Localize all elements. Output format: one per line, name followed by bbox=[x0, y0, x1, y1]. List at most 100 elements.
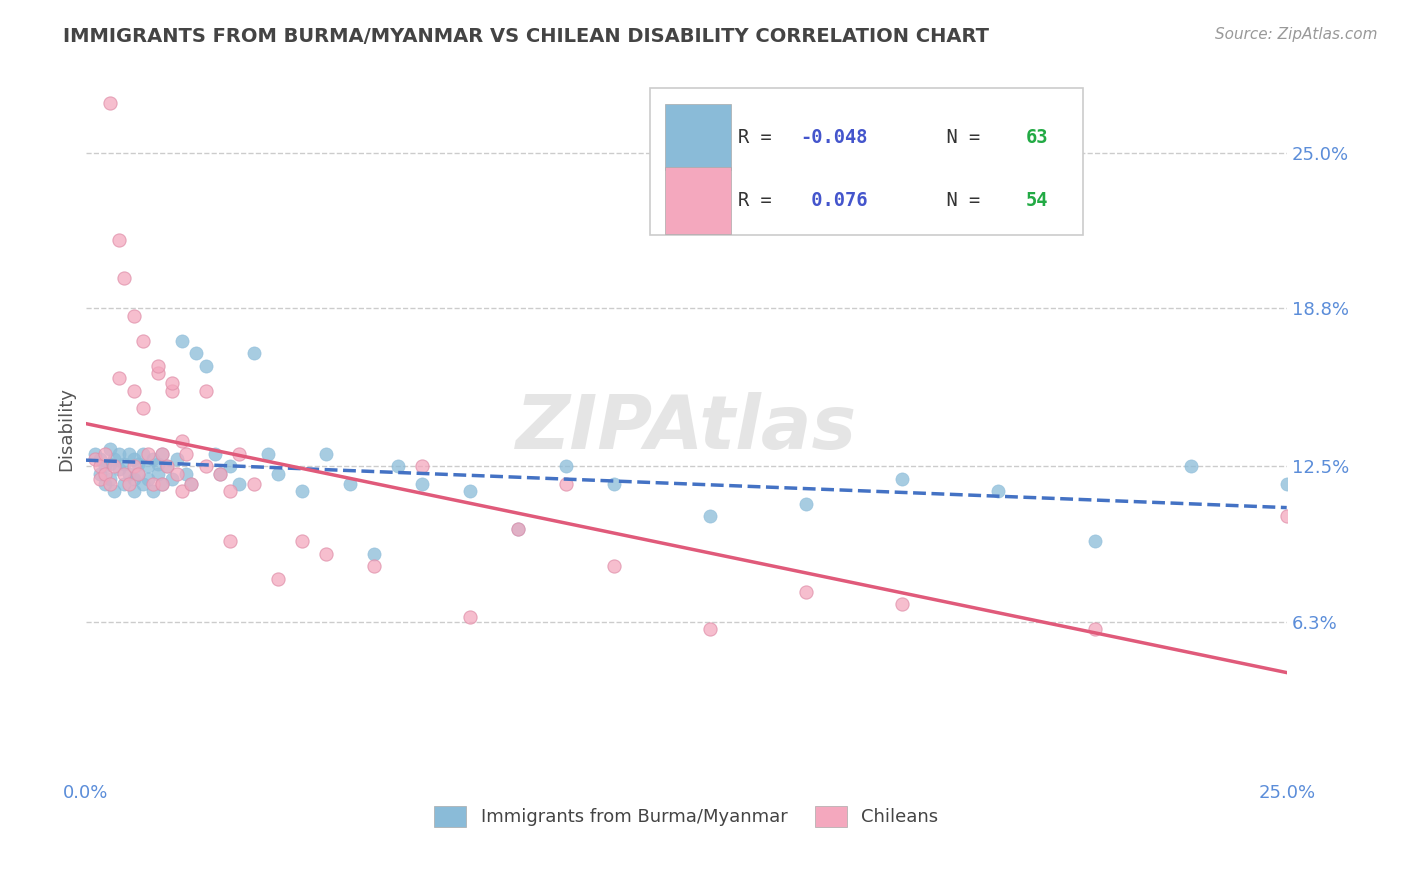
Point bbox=[555, 459, 578, 474]
Point bbox=[122, 484, 145, 499]
Text: 0.076: 0.076 bbox=[800, 191, 868, 210]
Point bbox=[603, 559, 626, 574]
Point bbox=[89, 467, 111, 481]
Point bbox=[122, 384, 145, 398]
Point bbox=[411, 476, 433, 491]
Point bbox=[987, 484, 1010, 499]
Point bbox=[152, 476, 174, 491]
Point bbox=[127, 467, 149, 481]
Point bbox=[1275, 509, 1298, 524]
Point bbox=[218, 459, 240, 474]
Point bbox=[89, 459, 111, 474]
Point bbox=[218, 534, 240, 549]
Point bbox=[160, 376, 183, 391]
Point bbox=[118, 447, 141, 461]
Text: R =: R = bbox=[738, 191, 783, 210]
Point bbox=[89, 451, 111, 466]
Point bbox=[142, 476, 165, 491]
Text: N =: N = bbox=[924, 191, 991, 210]
Point bbox=[267, 572, 290, 586]
Point bbox=[98, 457, 121, 471]
Point bbox=[98, 472, 121, 486]
Point bbox=[146, 457, 169, 471]
Point bbox=[176, 447, 198, 461]
Point bbox=[136, 459, 159, 474]
Point bbox=[122, 459, 145, 474]
Point bbox=[204, 447, 226, 461]
Point bbox=[112, 271, 135, 285]
Point bbox=[122, 472, 145, 486]
FancyBboxPatch shape bbox=[665, 167, 731, 234]
Point bbox=[603, 476, 626, 491]
Point bbox=[136, 472, 159, 486]
Point bbox=[387, 459, 409, 474]
Point bbox=[112, 467, 135, 481]
Point bbox=[136, 447, 159, 461]
Point bbox=[170, 434, 193, 448]
FancyBboxPatch shape bbox=[650, 88, 1083, 235]
Point bbox=[142, 451, 165, 466]
Point bbox=[160, 384, 183, 398]
Point bbox=[146, 359, 169, 373]
Point bbox=[112, 457, 135, 471]
Text: N =: N = bbox=[924, 128, 991, 146]
Point bbox=[339, 476, 361, 491]
Point bbox=[94, 476, 117, 491]
Point bbox=[89, 472, 111, 486]
Point bbox=[146, 467, 169, 481]
Point bbox=[291, 484, 314, 499]
Point bbox=[166, 467, 188, 481]
Text: -0.048: -0.048 bbox=[800, 128, 868, 146]
Point bbox=[103, 451, 125, 466]
Point bbox=[1083, 622, 1105, 636]
Point bbox=[267, 467, 290, 481]
Text: 63: 63 bbox=[1026, 128, 1049, 146]
Point bbox=[132, 476, 155, 491]
Point bbox=[794, 497, 817, 511]
Point bbox=[132, 334, 155, 348]
Point bbox=[156, 459, 179, 474]
Text: IMMIGRANTS FROM BURMA/MYANMAR VS CHILEAN DISABILITY CORRELATION CHART: IMMIGRANTS FROM BURMA/MYANMAR VS CHILEAN… bbox=[63, 27, 990, 45]
Point bbox=[132, 401, 155, 416]
Point bbox=[94, 459, 117, 474]
Point bbox=[103, 484, 125, 499]
Point bbox=[242, 346, 264, 360]
Point bbox=[108, 447, 131, 461]
Point bbox=[506, 522, 529, 536]
Point bbox=[184, 346, 207, 360]
Point bbox=[156, 459, 179, 474]
Point bbox=[363, 559, 385, 574]
Point bbox=[108, 371, 131, 385]
Point bbox=[118, 476, 141, 491]
Point bbox=[794, 584, 817, 599]
Point bbox=[194, 359, 217, 373]
Point bbox=[291, 534, 314, 549]
Point bbox=[98, 476, 121, 491]
Point bbox=[94, 467, 117, 481]
Point bbox=[315, 447, 337, 461]
Point bbox=[411, 459, 433, 474]
Point bbox=[122, 309, 145, 323]
Point bbox=[152, 447, 174, 461]
Point bbox=[146, 367, 169, 381]
Point bbox=[166, 451, 188, 466]
Point bbox=[315, 547, 337, 561]
Point bbox=[94, 447, 117, 461]
Point bbox=[1083, 534, 1105, 549]
Point bbox=[98, 442, 121, 456]
Point bbox=[84, 451, 107, 466]
Point bbox=[1275, 476, 1298, 491]
Point bbox=[228, 476, 250, 491]
Point bbox=[506, 522, 529, 536]
Point bbox=[180, 476, 202, 491]
FancyBboxPatch shape bbox=[665, 103, 731, 170]
Point bbox=[160, 472, 183, 486]
Point bbox=[891, 472, 914, 486]
Point bbox=[176, 467, 198, 481]
Legend: Immigrants from Burma/Myanmar, Chileans: Immigrants from Burma/Myanmar, Chileans bbox=[426, 798, 946, 834]
Point bbox=[209, 467, 232, 481]
Point bbox=[228, 447, 250, 461]
Point bbox=[218, 484, 240, 499]
Point bbox=[170, 334, 193, 348]
Point bbox=[108, 234, 131, 248]
